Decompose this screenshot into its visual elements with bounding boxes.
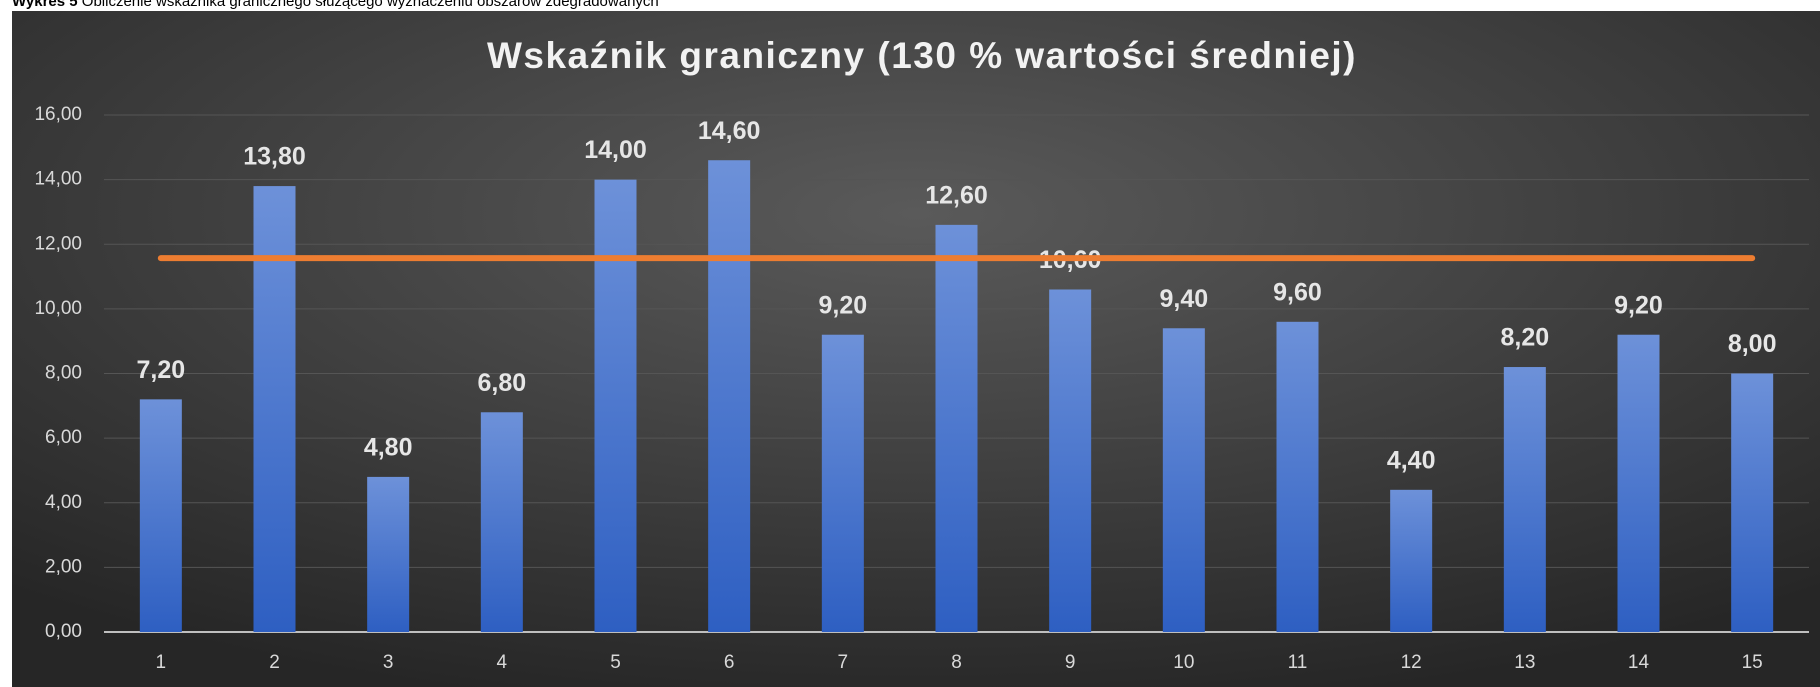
value-label: 8,00: [1728, 330, 1777, 358]
value-label: 9,20: [818, 291, 867, 319]
y-tick-label: 12,00: [34, 233, 82, 254]
y-tick-label: 0,00: [45, 621, 82, 642]
value-label: 14,60: [698, 117, 761, 145]
value-label: 6,80: [477, 369, 526, 397]
bar: [367, 476, 410, 632]
value-label: 7,20: [136, 356, 185, 384]
bar: [139, 399, 182, 632]
y-tick-label: 14,00: [34, 169, 82, 190]
bar: [1162, 328, 1205, 632]
bar: [1617, 334, 1660, 632]
y-tick-label: 2,00: [45, 556, 82, 577]
bar: [1390, 489, 1433, 632]
value-label: 4,40: [1387, 446, 1436, 474]
x-tick-label: 2: [269, 652, 280, 673]
caption: Wykres 5 Obliczenie wskaźnika graniczneg…: [12, 0, 659, 10]
value-label: 4,80: [364, 434, 413, 462]
x-tick-label: 8: [951, 652, 962, 673]
caption-text: Obliczenie wskaźnika granicznego służące…: [82, 0, 659, 10]
x-tick-label: 4: [497, 652, 508, 673]
value-label: 13,80: [243, 143, 306, 171]
value-label: 12,60: [925, 181, 988, 209]
value-label: 9,20: [1614, 291, 1663, 319]
x-tick-label: 11: [1288, 652, 1308, 673]
x-tick-label: 1: [156, 652, 167, 673]
x-tick-label: 5: [610, 652, 621, 673]
x-tick-label: 7: [838, 652, 849, 673]
x-tick-label: 15: [1742, 652, 1763, 673]
value-label: 14,00: [584, 136, 647, 164]
x-tick-label: 13: [1514, 652, 1535, 673]
y-tick-label: 4,00: [45, 492, 82, 513]
bar: [480, 412, 523, 632]
value-label: 9,40: [1159, 285, 1208, 313]
x-tick-label: 10: [1173, 652, 1194, 673]
bar: [1049, 289, 1092, 632]
bar: [821, 334, 864, 632]
y-tick-label: 10,00: [34, 298, 82, 319]
bar: [253, 186, 296, 632]
x-tick-label: 14: [1628, 652, 1650, 673]
caption-label: Wykres 5: [12, 0, 78, 10]
x-tick-label: 9: [1065, 652, 1076, 673]
bar: [1503, 367, 1546, 632]
bar: [594, 179, 637, 632]
bar: [1276, 321, 1319, 632]
value-label: 9,60: [1273, 278, 1322, 306]
y-tick-label: 16,00: [34, 104, 82, 125]
chart-title: Wskaźnik graniczny (130 % wartości średn…: [487, 35, 1357, 76]
x-tick-label: 12: [1401, 652, 1422, 673]
x-tick-label: 3: [383, 652, 394, 673]
bar: [708, 160, 751, 633]
bar: [1731, 373, 1774, 632]
value-label: 8,20: [1500, 324, 1549, 352]
bar: [935, 224, 978, 633]
y-tick-label: 8,00: [45, 363, 82, 384]
x-tick-label: 6: [724, 652, 735, 673]
y-tick-label: 6,00: [45, 427, 82, 448]
